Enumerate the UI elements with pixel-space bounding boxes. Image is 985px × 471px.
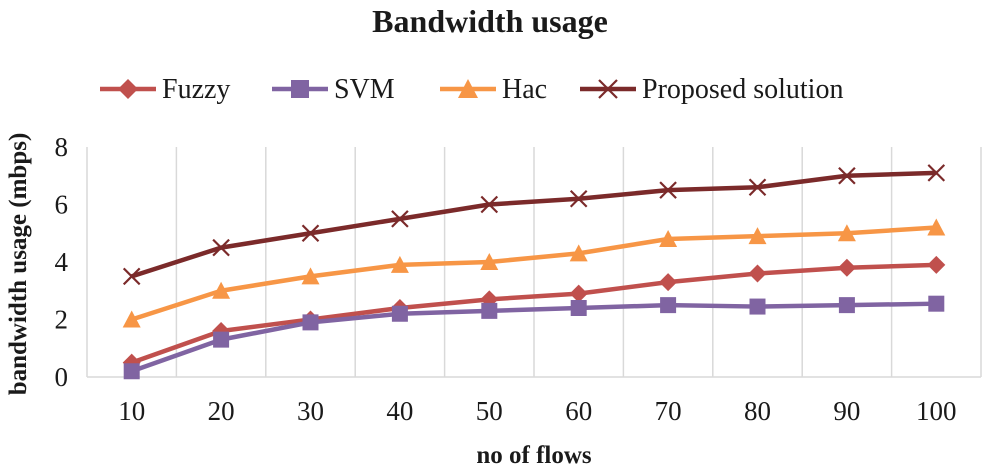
y-axis-ticks: 0 2 4 6 8 [55, 132, 69, 392]
data-point-x [748, 178, 767, 197]
data-point-x [569, 189, 588, 208]
x-tick-label: 90 [833, 396, 860, 426]
x-tick-label: 30 [297, 396, 324, 426]
x-tick-label: 20 [208, 396, 235, 426]
legend-label: Fuzzy [162, 74, 230, 105]
data-point-triangle [458, 79, 478, 98]
x-tick-label: 40 [386, 396, 413, 426]
data-point-diamond [837, 258, 856, 277]
y-axis-title: bandwidth usage (mbps) [5, 133, 32, 396]
data-point-square [928, 295, 945, 312]
data-point-diamond [659, 273, 678, 292]
series-layer [122, 164, 946, 380]
data-point-triangle [480, 253, 499, 270]
data-point-x [122, 267, 141, 286]
x-tick-label: 60 [565, 396, 592, 426]
data-point-triangle [212, 281, 231, 299]
x-axis-title: no of flows [476, 442, 592, 469]
data-point-square [660, 297, 677, 314]
x-tick-label: 100 [916, 396, 957, 426]
data-point-triangle [390, 255, 409, 273]
x-axis-ticks: 10 20 30 40 50 60 70 80 90 100 [118, 396, 956, 426]
series-svm [123, 295, 945, 380]
data-point-x [301, 224, 320, 243]
data-point-triangle [301, 267, 320, 285]
data-point-square [749, 298, 766, 315]
data-point-x [391, 210, 409, 228]
legend-item: Hac [440, 74, 547, 105]
series-line [131, 225, 937, 322]
x-tick-label: 70 [655, 396, 682, 426]
data-point-diamond [927, 255, 946, 274]
series-line [130, 262, 937, 365]
legend-label: Hac [502, 74, 547, 105]
data-point-triangle [122, 310, 141, 328]
series-proposed-solution [122, 164, 946, 286]
series-line [131, 170, 937, 279]
data-point-square [302, 314, 319, 331]
legend-item: Proposed solution [580, 74, 843, 105]
data-point-x [212, 238, 230, 257]
legend-item: SVM [272, 74, 395, 105]
data-point-triangle [837, 224, 856, 242]
x-tick-label: 10 [118, 396, 145, 426]
data-point-x [659, 181, 677, 199]
data-point-diamond [569, 284, 588, 303]
data-point-square [123, 363, 140, 380]
data-point-x [927, 164, 946, 182]
y-tick-label: 2 [55, 305, 69, 335]
data-point-square [391, 305, 408, 322]
series-line [130, 301, 937, 374]
legend: Fuzzy SVM Hac Proposed solution [100, 74, 843, 105]
y-tick-label: 0 [55, 362, 69, 392]
data-point-x [598, 79, 618, 99]
legend-label: Proposed solution [642, 74, 843, 105]
data-point-square [570, 300, 587, 316]
data-point-x [480, 195, 499, 214]
series-hac [122, 218, 946, 328]
x-tick-label: 50 [476, 396, 503, 426]
chart-title: Bandwidth usage [372, 3, 608, 39]
y-tick-label: 4 [55, 247, 69, 277]
x-tick-label: 80 [744, 396, 771, 426]
y-tick-label: 8 [55, 132, 69, 162]
data-point-square [213, 331, 230, 348]
data-point-triangle [748, 227, 767, 245]
gridlines [86, 147, 982, 378]
data-point-square [838, 297, 855, 314]
data-point-square [481, 302, 498, 319]
y-tick-label: 6 [55, 190, 69, 220]
data-point-triangle [659, 230, 678, 247]
data-point-diamond [748, 264, 767, 283]
data-point-square [291, 80, 309, 98]
legend-item: Fuzzy [100, 74, 230, 105]
data-point-triangle [569, 244, 588, 262]
data-point-x [838, 166, 856, 185]
data-point-diamond [118, 79, 138, 99]
data-point-triangle [927, 218, 946, 236]
legend-label: SVM [334, 74, 395, 105]
